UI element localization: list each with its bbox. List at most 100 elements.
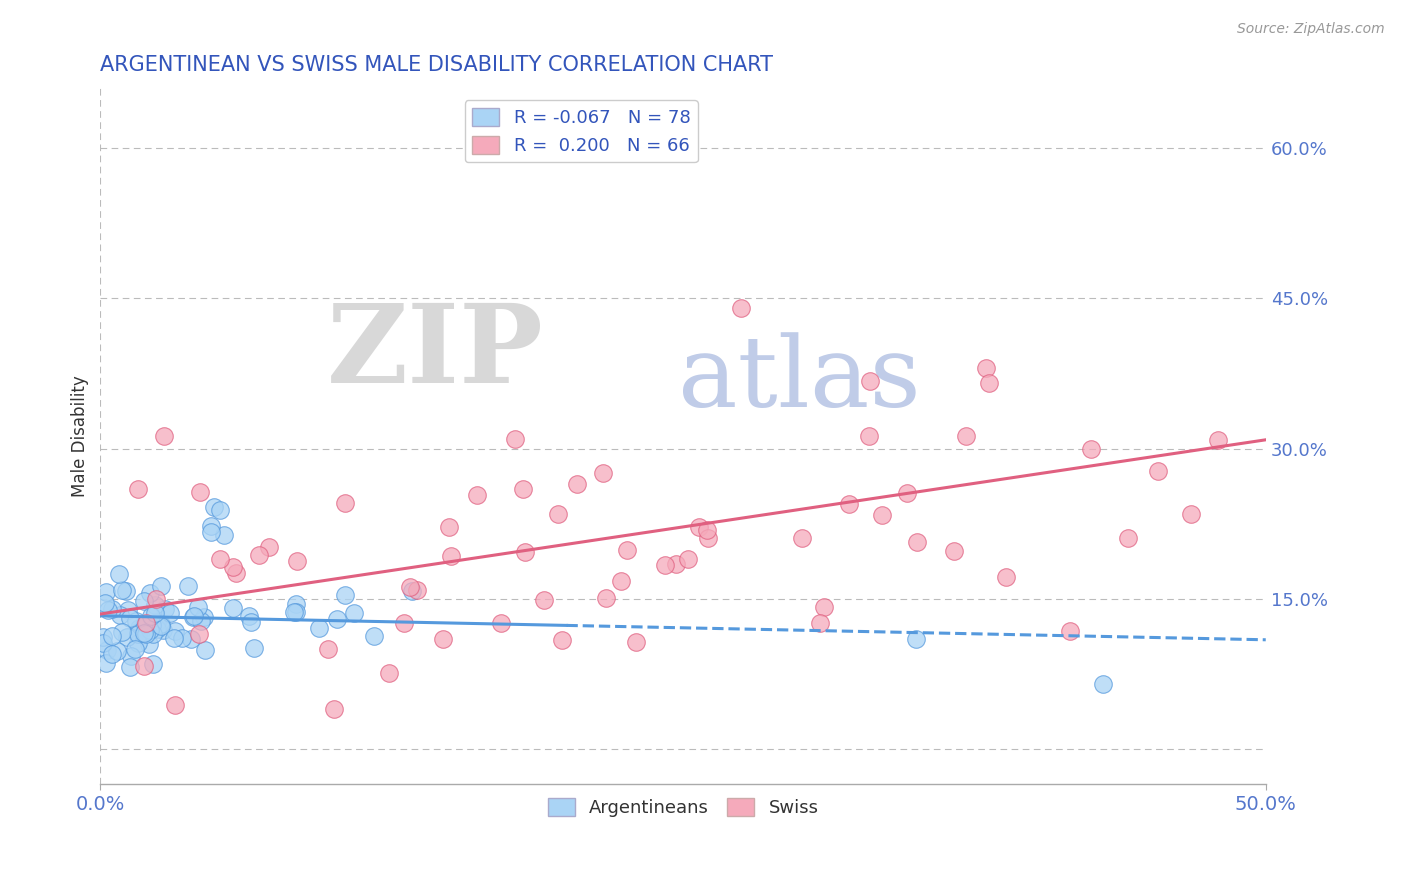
Text: atlas: atlas (678, 333, 921, 428)
Point (398, 580, 420, 594)
Point (377, 665, 399, 680)
Point (149, 617, 172, 632)
Point (859, 374, 882, 388)
Point (120, 611, 142, 625)
Point (896, 486, 918, 500)
Point (105, 644, 128, 658)
Point (165, 624, 187, 638)
Point (1116, 531, 1139, 545)
Point (159, 607, 181, 621)
Point (624, 635, 647, 649)
Point (194, 643, 217, 657)
Point (200, 524, 222, 539)
Point (208, 503, 231, 517)
Point (163, 698, 186, 713)
Point (152, 429, 174, 443)
Point (616, 543, 638, 558)
Point (120, 648, 142, 663)
Point (134, 658, 156, 673)
Point (565, 477, 588, 491)
Point (181, 609, 204, 624)
Point (285, 605, 308, 619)
Point (688, 520, 710, 534)
Point (696, 523, 718, 537)
Point (97, 603, 120, 617)
Point (115, 583, 138, 598)
Point (489, 616, 512, 631)
Point (143, 606, 166, 620)
Point (127, 636, 149, 650)
Point (91, 630, 114, 644)
Point (322, 702, 344, 716)
Point (190, 614, 212, 628)
Point (432, 632, 454, 647)
Point (94, 657, 117, 671)
Point (808, 615, 831, 630)
Point (209, 552, 232, 566)
Point (512, 483, 534, 497)
Point (533, 592, 555, 607)
Point (505, 433, 527, 447)
Point (162, 631, 184, 645)
Point (146, 615, 169, 629)
Point (202, 500, 225, 514)
Point (101, 647, 124, 661)
Point (907, 535, 929, 549)
Point (115, 630, 138, 644)
Point (132, 625, 155, 640)
Point (905, 632, 928, 646)
Point (247, 548, 270, 562)
Y-axis label: Male Disability: Male Disability (72, 376, 89, 497)
Point (101, 602, 124, 616)
Point (135, 626, 157, 640)
Point (141, 618, 163, 632)
Point (1206, 434, 1229, 448)
Point (108, 567, 131, 582)
Point (343, 607, 366, 621)
Point (142, 627, 165, 641)
Point (180, 632, 202, 646)
Point (285, 554, 308, 568)
Point (813, 600, 835, 615)
Point (111, 625, 134, 640)
Point (127, 624, 149, 639)
Point (146, 622, 169, 636)
Point (139, 624, 162, 638)
Point (1059, 624, 1081, 638)
Point (243, 640, 266, 655)
Point (870, 508, 893, 522)
Point (91, 636, 114, 650)
Point (609, 574, 631, 589)
Point (678, 552, 700, 566)
Point (135, 616, 157, 631)
Point (308, 621, 330, 635)
Point (187, 626, 209, 640)
Point (1080, 442, 1102, 456)
Point (595, 591, 617, 605)
Point (283, 605, 305, 619)
Point (145, 598, 167, 612)
Point (193, 610, 215, 624)
Point (994, 570, 1017, 584)
Point (155, 602, 177, 616)
Point (127, 627, 149, 641)
Point (838, 497, 860, 511)
Point (654, 558, 676, 572)
Point (1180, 507, 1202, 521)
Point (125, 614, 148, 628)
Point (730, 301, 752, 316)
Point (186, 599, 208, 614)
Point (200, 518, 222, 533)
Point (465, 488, 488, 502)
Point (128, 621, 150, 635)
Point (101, 629, 124, 643)
Point (111, 583, 134, 598)
Point (974, 361, 997, 376)
Point (222, 600, 245, 615)
Point (513, 545, 536, 559)
Point (333, 589, 356, 603)
Point (547, 507, 569, 521)
Point (149, 618, 172, 632)
Point (136, 624, 159, 638)
Point (1147, 464, 1170, 478)
